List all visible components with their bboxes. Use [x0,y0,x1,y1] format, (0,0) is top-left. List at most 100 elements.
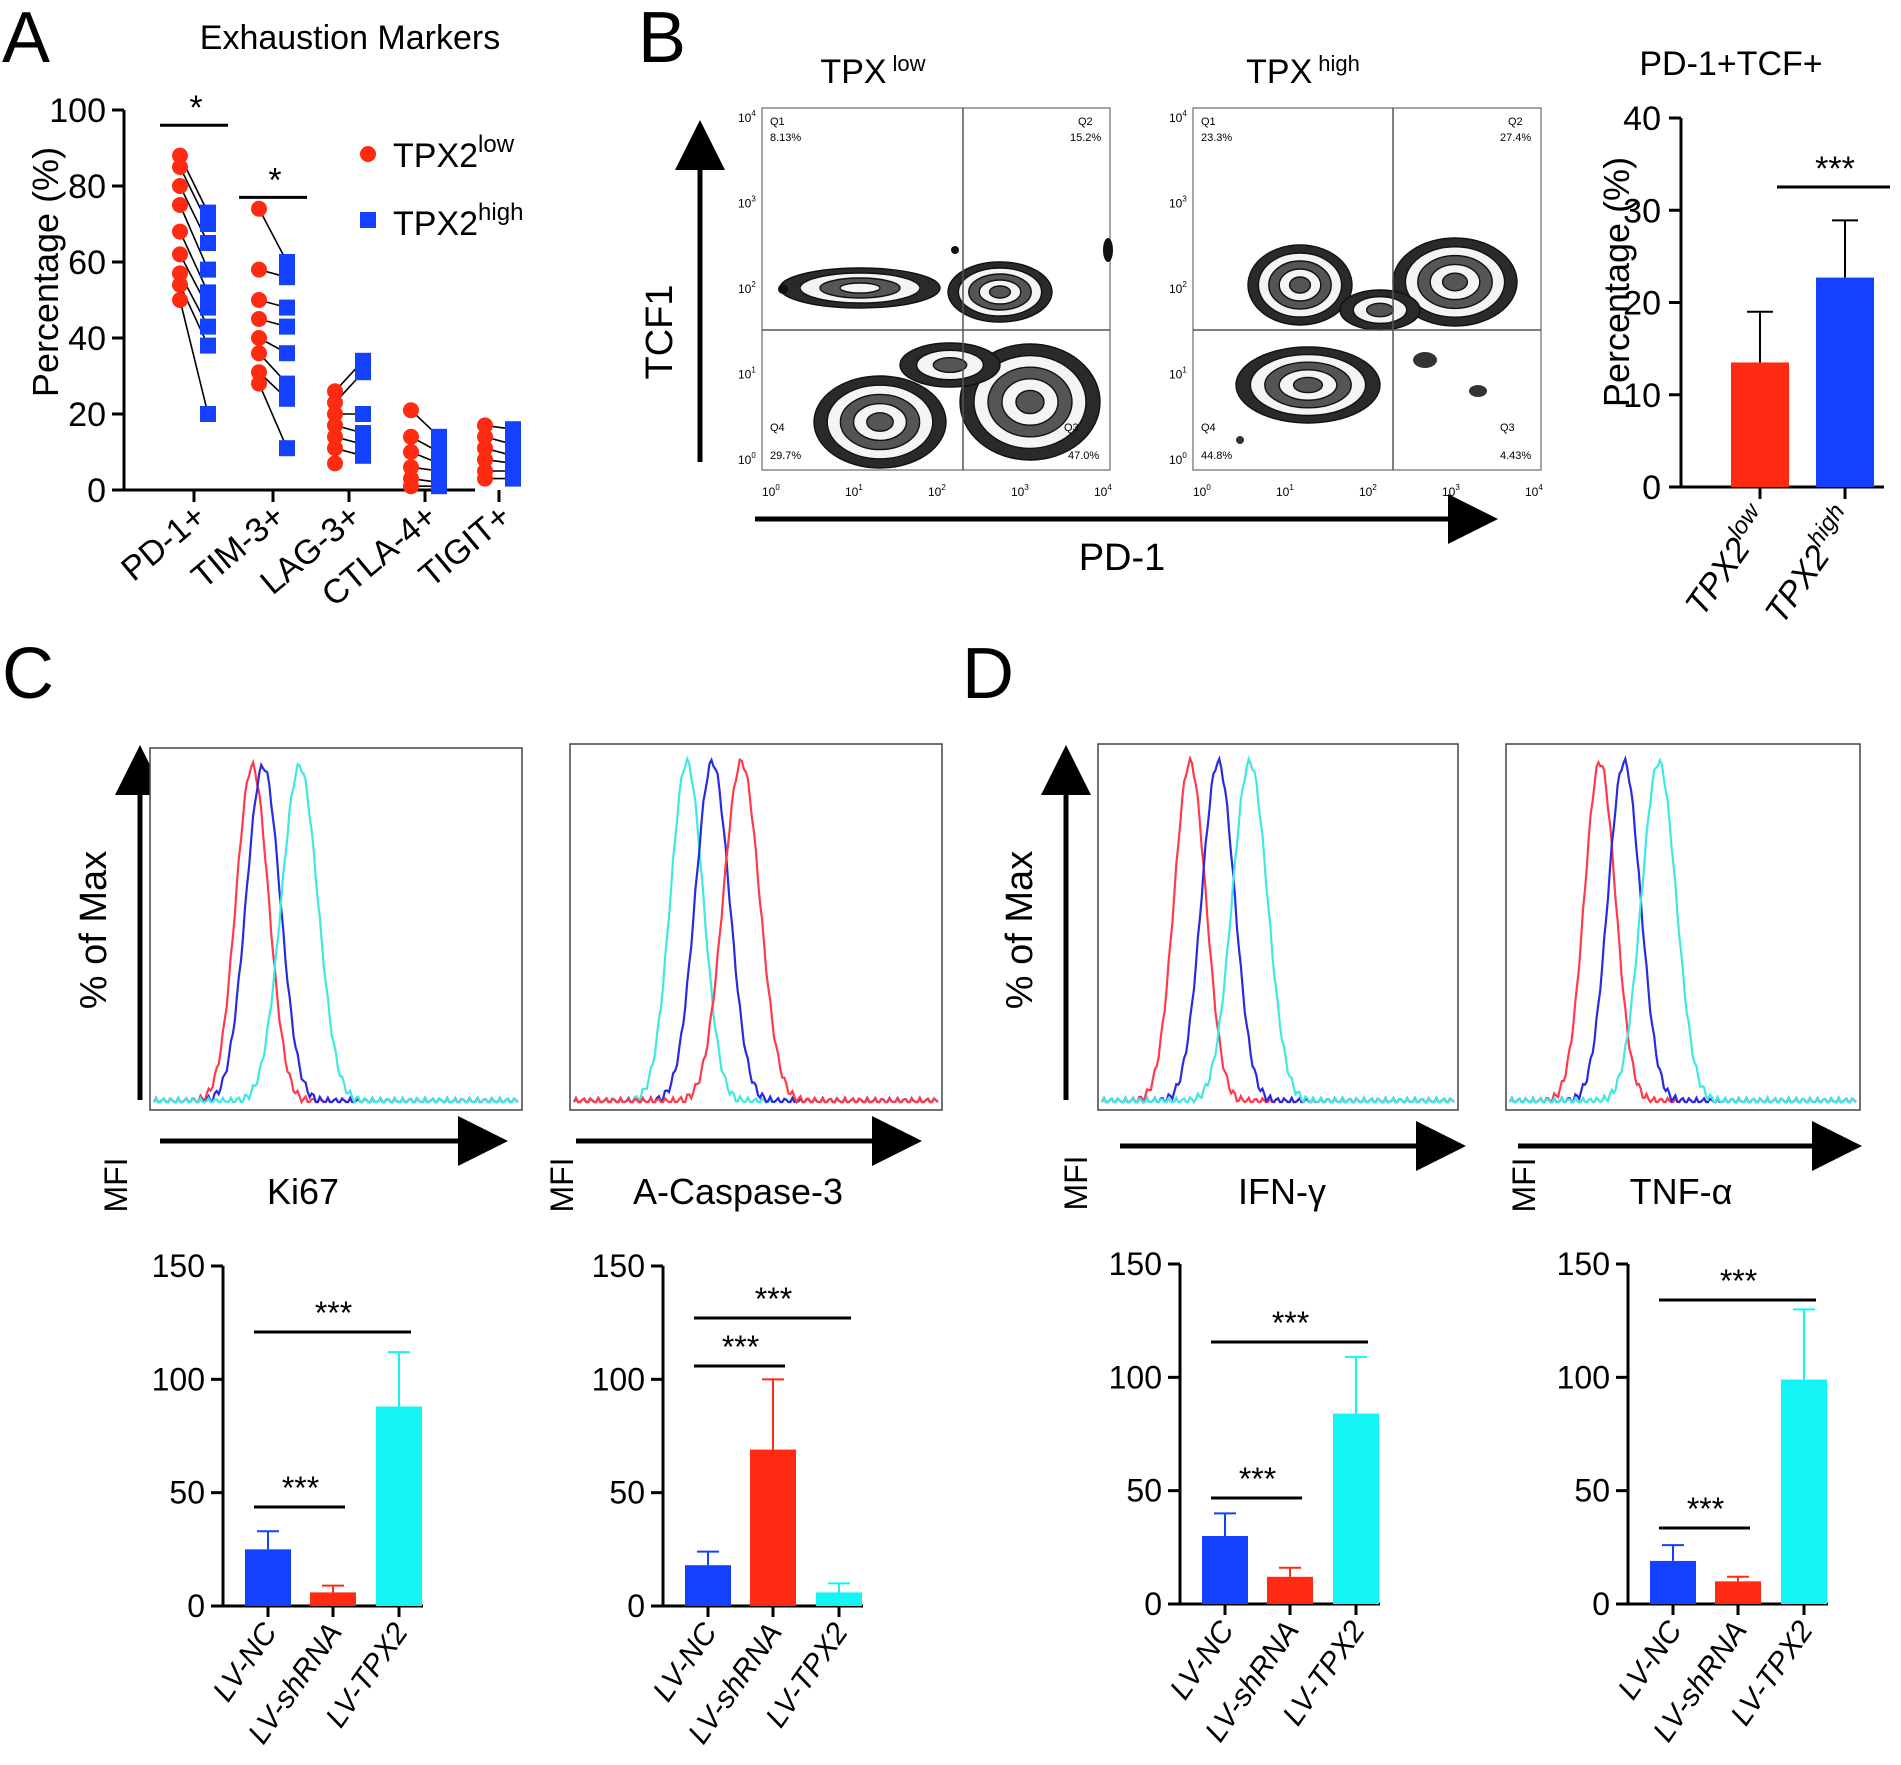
hist-d-y-label: % of Max [999,851,1041,1009]
mfi-tnfa-bar [1715,1581,1761,1604]
exhaustion-markers-chart: Exhaustion Markers Percentage (%) 0 20 40 6… [25,19,523,614]
histogram-ki67: Ki67 [149,747,523,1212]
exhaustion-point-low [403,402,419,419]
exhaustion-points: ** [160,89,521,495]
mfi-caspase-bar [750,1449,796,1606]
mfi-caspase-y-tick-label: 150 [592,1248,645,1284]
tcf1-axis-label: TCF1 [639,285,681,380]
flow-right-density-contour [1292,376,1324,394]
pd1tcf-y-axis-label: Percentage (%) [1596,157,1637,407]
exhaustion-point-high [279,440,295,457]
mfi-tnfa-x-tick-base: TPX2 [1750,1615,1820,1696]
exhaustion-point-high [200,235,216,251]
flow-tick-base: 10 [1169,368,1183,382]
mfi-caspase-y-tick-label: 0 [627,1588,645,1624]
exhaustion-point-low [251,261,267,278]
mfi-caspase-y-tick-label: 50 [609,1475,645,1511]
exhaustion-sig-star: * [189,89,202,127]
exhaustion-point-low [251,375,267,392]
flow-right-q3-value: 4.43% [1500,450,1531,462]
exhaustion-pair-line [179,299,209,415]
exhaustion-point-low [477,470,493,487]
flow-tick-exp: 0 [751,451,756,460]
flow-y-tick-label: 101 [1169,366,1187,382]
flow-left-q3-name: Q3 [1064,422,1079,434]
pd1tcf-bar [1731,362,1789,487]
flow-left-title: TPX low [820,51,925,91]
exhaustion-point-high [200,299,216,316]
hist-tnfa-label: TNF-α [1630,1171,1733,1212]
flow-tick-exp: 4 [1182,109,1187,118]
exhaustion-point-low [403,459,419,476]
flow-tick-exp: 1 [1289,483,1294,492]
exhaustion-y-tick-label: 0 [87,472,106,510]
histogram-curve-lv-tpx2 [1509,757,1857,1104]
hist-ifng-label: IFN-γ [1238,1171,1326,1212]
exhaustion-point-high [431,478,447,495]
flow-tick-base: 10 [738,453,752,467]
flow-x-tick-label: 103 [1442,483,1460,499]
pd1tcf-y-tick-label: 0 [1642,469,1661,507]
flow-tick-base: 10 [738,368,752,382]
flow-tick-base: 10 [738,111,752,125]
flow-right-q3: Q3 4.43% [1500,422,1531,462]
exhaustion-point-high [505,470,521,487]
flow-right-title-base: TPX [1246,53,1312,91]
mfi-caspase-y-tick-label: 100 [592,1361,645,1397]
histogram-caspase: A-Caspase-3 [569,743,943,1212]
legend-low-sup: low [478,131,515,158]
mfi-ki67-bar [376,1406,422,1606]
flow-right-q4-name: Q4 [1201,422,1216,434]
flow-right-q2-name: Q2 [1508,116,1523,128]
flow-left-title-base: TPX [820,53,886,91]
flow-tick-exp: 3 [1024,483,1029,492]
mfi-ki67-bar [245,1549,291,1606]
exhaustion-pair-line [258,208,288,263]
legend-high-sup: high [478,199,523,226]
mfi-ki67-x-tick-base: TPX2 [345,1617,415,1698]
mfi-tnfa-sig-stars-2: *** [1720,1263,1757,1299]
flow-right-density-contour [1441,272,1469,292]
flow-left-q3-value: 47.0% [1068,450,1099,462]
mfi-ifng-bar [1267,1576,1313,1604]
exhaustion-point-low [172,197,188,213]
mfi-ki67-sig-stars-1: *** [282,1470,319,1506]
hist-caspase-frame [569,743,943,1111]
flow-left-contours [778,238,1113,469]
pd1tcf-chart-title: PD-1+TCF+ [1639,45,1822,83]
flow-left-q4-name: Q4 [770,422,785,434]
exhaustion-point-low [172,276,188,293]
mfi-caspase-sig-stars-1: *** [722,1329,759,1365]
hist-ifng-frame [1097,743,1459,1111]
flow-left-q2-value: 15.2% [1070,132,1101,144]
hist-c-y-label: % of Max [73,851,115,1009]
flow-tick-exp: 1 [751,366,756,375]
flow-tick-base: 10 [738,197,752,211]
exhaustion-y-tick-label: 100 [49,92,106,130]
flow-right-q4-value: 44.8% [1201,450,1232,462]
panel-letter-d: D [962,634,1014,714]
exhaustion-point-high [279,254,295,270]
exhaustion-point-low [477,428,493,445]
flow-left-density-contour [1015,389,1045,415]
pd1tcf-y-tick-label: 40 [1623,100,1661,138]
flow-tick-base: 10 [1525,485,1539,499]
exhaustion-point-high [200,284,216,301]
pd1tcf-y-tick-label: 30 [1623,192,1661,230]
pd1tcf-bar [1816,277,1874,487]
pd1tcf-sig-stars: *** [1815,150,1855,188]
mfi-tnfa-y-tick-label: 50 [1574,1473,1610,1509]
flow-y-tick-label: 103 [1169,195,1187,211]
flow-left-q1-name: Q1 [770,116,785,128]
flow-right-title: TPX high [1246,51,1360,91]
mfi-ifng-bar [1202,1536,1248,1604]
mfi-tnfa-y-tick-label: 150 [1557,1246,1610,1282]
mfi-tnfa-y-tick-label: 100 [1557,1359,1610,1395]
mfi-ifng-y-label: MFI [1058,1155,1094,1210]
